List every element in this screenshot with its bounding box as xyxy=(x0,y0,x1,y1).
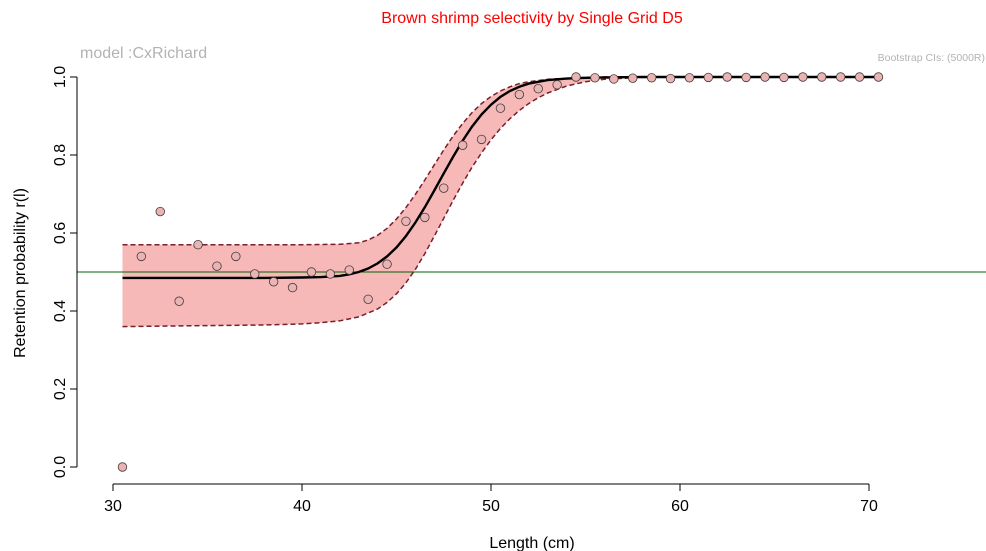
data-point xyxy=(212,261,222,271)
data-point xyxy=(665,73,676,84)
data-point xyxy=(117,462,128,472)
x-tick-label: 70 xyxy=(860,498,878,515)
chart-title: Brown shrimp selectivity by Single Grid … xyxy=(381,10,683,27)
data-point xyxy=(287,282,298,293)
y-axis-title: Retention probability r(l) xyxy=(12,188,29,358)
data-point xyxy=(703,72,714,83)
data-point xyxy=(382,259,392,269)
data-point xyxy=(609,74,619,84)
data-point xyxy=(155,206,165,217)
data-point xyxy=(193,239,203,250)
data-point xyxy=(741,72,751,83)
y-tick-label: 0.2 xyxy=(52,378,69,400)
data-point xyxy=(628,73,638,83)
data-point xyxy=(646,73,657,83)
data-point xyxy=(571,72,581,82)
data-point xyxy=(174,296,184,306)
y-tick-label: 0.0 xyxy=(52,456,69,478)
x-axis-title: Length (cm) xyxy=(489,535,574,551)
data-point xyxy=(136,251,147,262)
data-points xyxy=(117,72,884,472)
data-point xyxy=(363,294,373,305)
data-point xyxy=(835,72,846,82)
y-tick-label: 0.4 xyxy=(52,300,69,322)
data-point xyxy=(760,72,770,82)
ci-band-fill xyxy=(122,77,879,327)
data-point xyxy=(250,269,260,279)
data-point xyxy=(306,267,317,277)
data-point xyxy=(401,216,411,227)
data-point xyxy=(798,72,808,82)
data-point xyxy=(817,72,827,82)
fitted-curve-layer xyxy=(122,75,879,280)
data-point xyxy=(344,265,354,275)
x-axis: 30 40 50 60 70 xyxy=(104,483,878,515)
y-axis: 0.0 0.2 0.4 0.6 0.8 1.0 xyxy=(52,66,78,478)
data-point xyxy=(533,83,543,94)
data-point xyxy=(231,251,241,262)
data-point xyxy=(684,73,695,83)
data-point xyxy=(495,103,506,113)
fitted-curve xyxy=(122,75,879,280)
confidence-band xyxy=(122,76,879,328)
data-point xyxy=(325,269,336,279)
y-tick-label: 0.6 xyxy=(52,222,69,244)
data-point xyxy=(457,140,468,150)
data-point xyxy=(439,183,449,193)
data-point xyxy=(854,72,865,82)
data-point xyxy=(476,134,487,145)
data-point xyxy=(552,80,562,90)
x-tick-label: 60 xyxy=(671,498,689,515)
x-tick-label: 50 xyxy=(482,498,500,515)
data-point xyxy=(590,73,600,83)
bootstrap-label: Bootstrap CIs: (5000R) xyxy=(878,52,985,64)
model-label: model :CxRichard xyxy=(80,45,207,62)
data-point xyxy=(779,72,789,83)
y-tick-label: 0.8 xyxy=(52,144,69,166)
data-point xyxy=(873,72,884,82)
data-point xyxy=(268,277,279,287)
y-tick-label: 1.0 xyxy=(52,66,69,88)
data-point xyxy=(722,72,732,82)
x-tick-label: 30 xyxy=(104,498,122,515)
ci-lower-line xyxy=(122,76,879,328)
data-point xyxy=(420,212,430,223)
data-point xyxy=(514,89,525,100)
x-tick-label: 40 xyxy=(293,498,311,515)
